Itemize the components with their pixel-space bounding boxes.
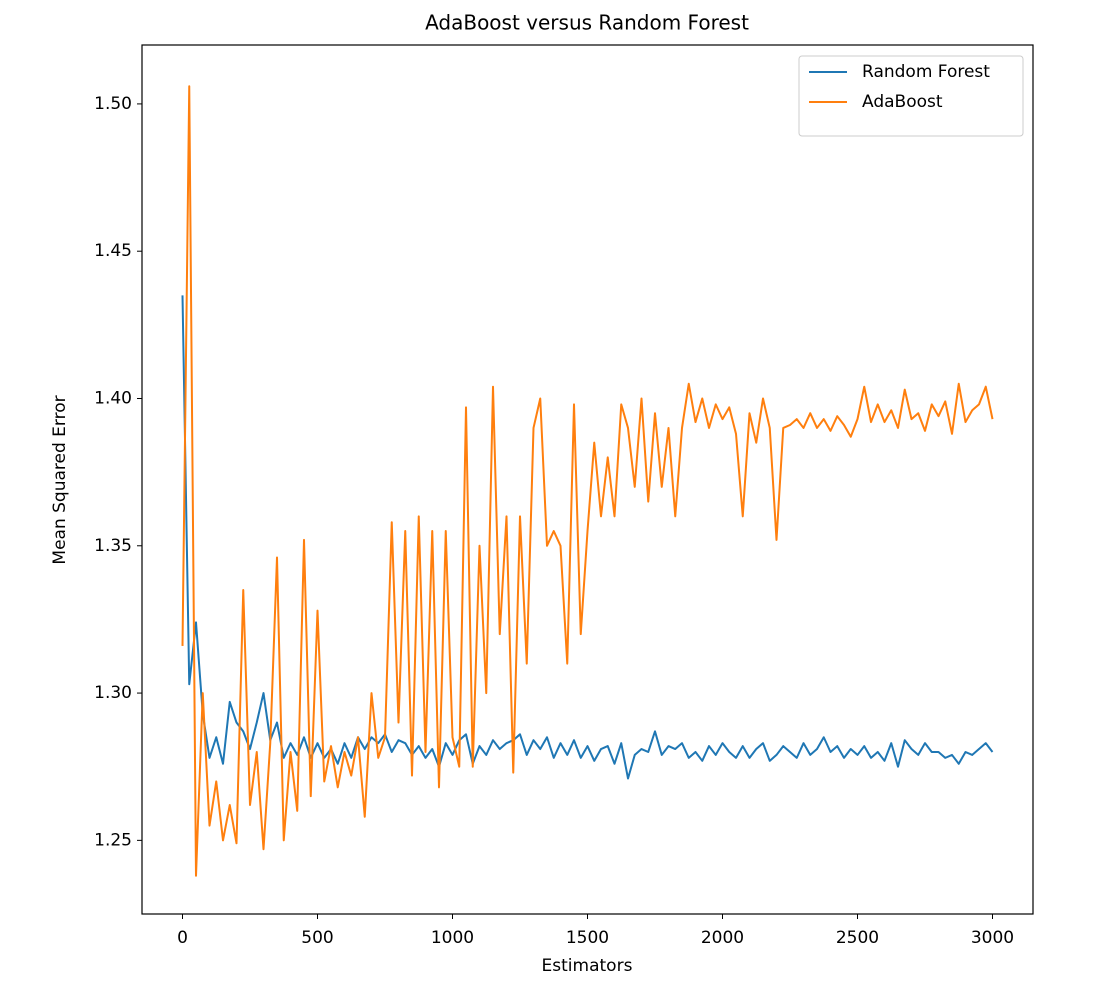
legend-box — [798, 55, 1024, 137]
y-tick-label: 1.50 — [94, 94, 132, 114]
x-axis-label: Estimators — [542, 956, 633, 976]
x-tick-label: 3000 — [971, 928, 1014, 948]
plot-frame — [141, 44, 1034, 915]
chart-title: AdaBoost versus Random Forest — [425, 11, 749, 35]
x-tick-label: 2500 — [836, 928, 879, 948]
x-tick-label: 1500 — [566, 928, 609, 948]
line-series — [181, 85, 994, 877]
x-tick-label: 0 — [177, 928, 188, 948]
y-tick-label: 1.40 — [94, 388, 132, 408]
x-tick-label: 2000 — [701, 928, 744, 948]
y-tick-label: 1.30 — [94, 683, 132, 703]
line-series — [181, 295, 994, 780]
legend-label: Random Forest — [862, 62, 990, 82]
y-tick-label: 1.25 — [94, 830, 132, 850]
y-axis-label: Mean Squared Error — [50, 395, 70, 564]
x-tick-label: 500 — [301, 928, 333, 948]
y-tick-label: 1.45 — [94, 241, 132, 261]
x-tick-label: 1000 — [431, 928, 474, 948]
y-tick-label: 1.35 — [94, 536, 132, 556]
legend-label: AdaBoost — [862, 92, 943, 112]
